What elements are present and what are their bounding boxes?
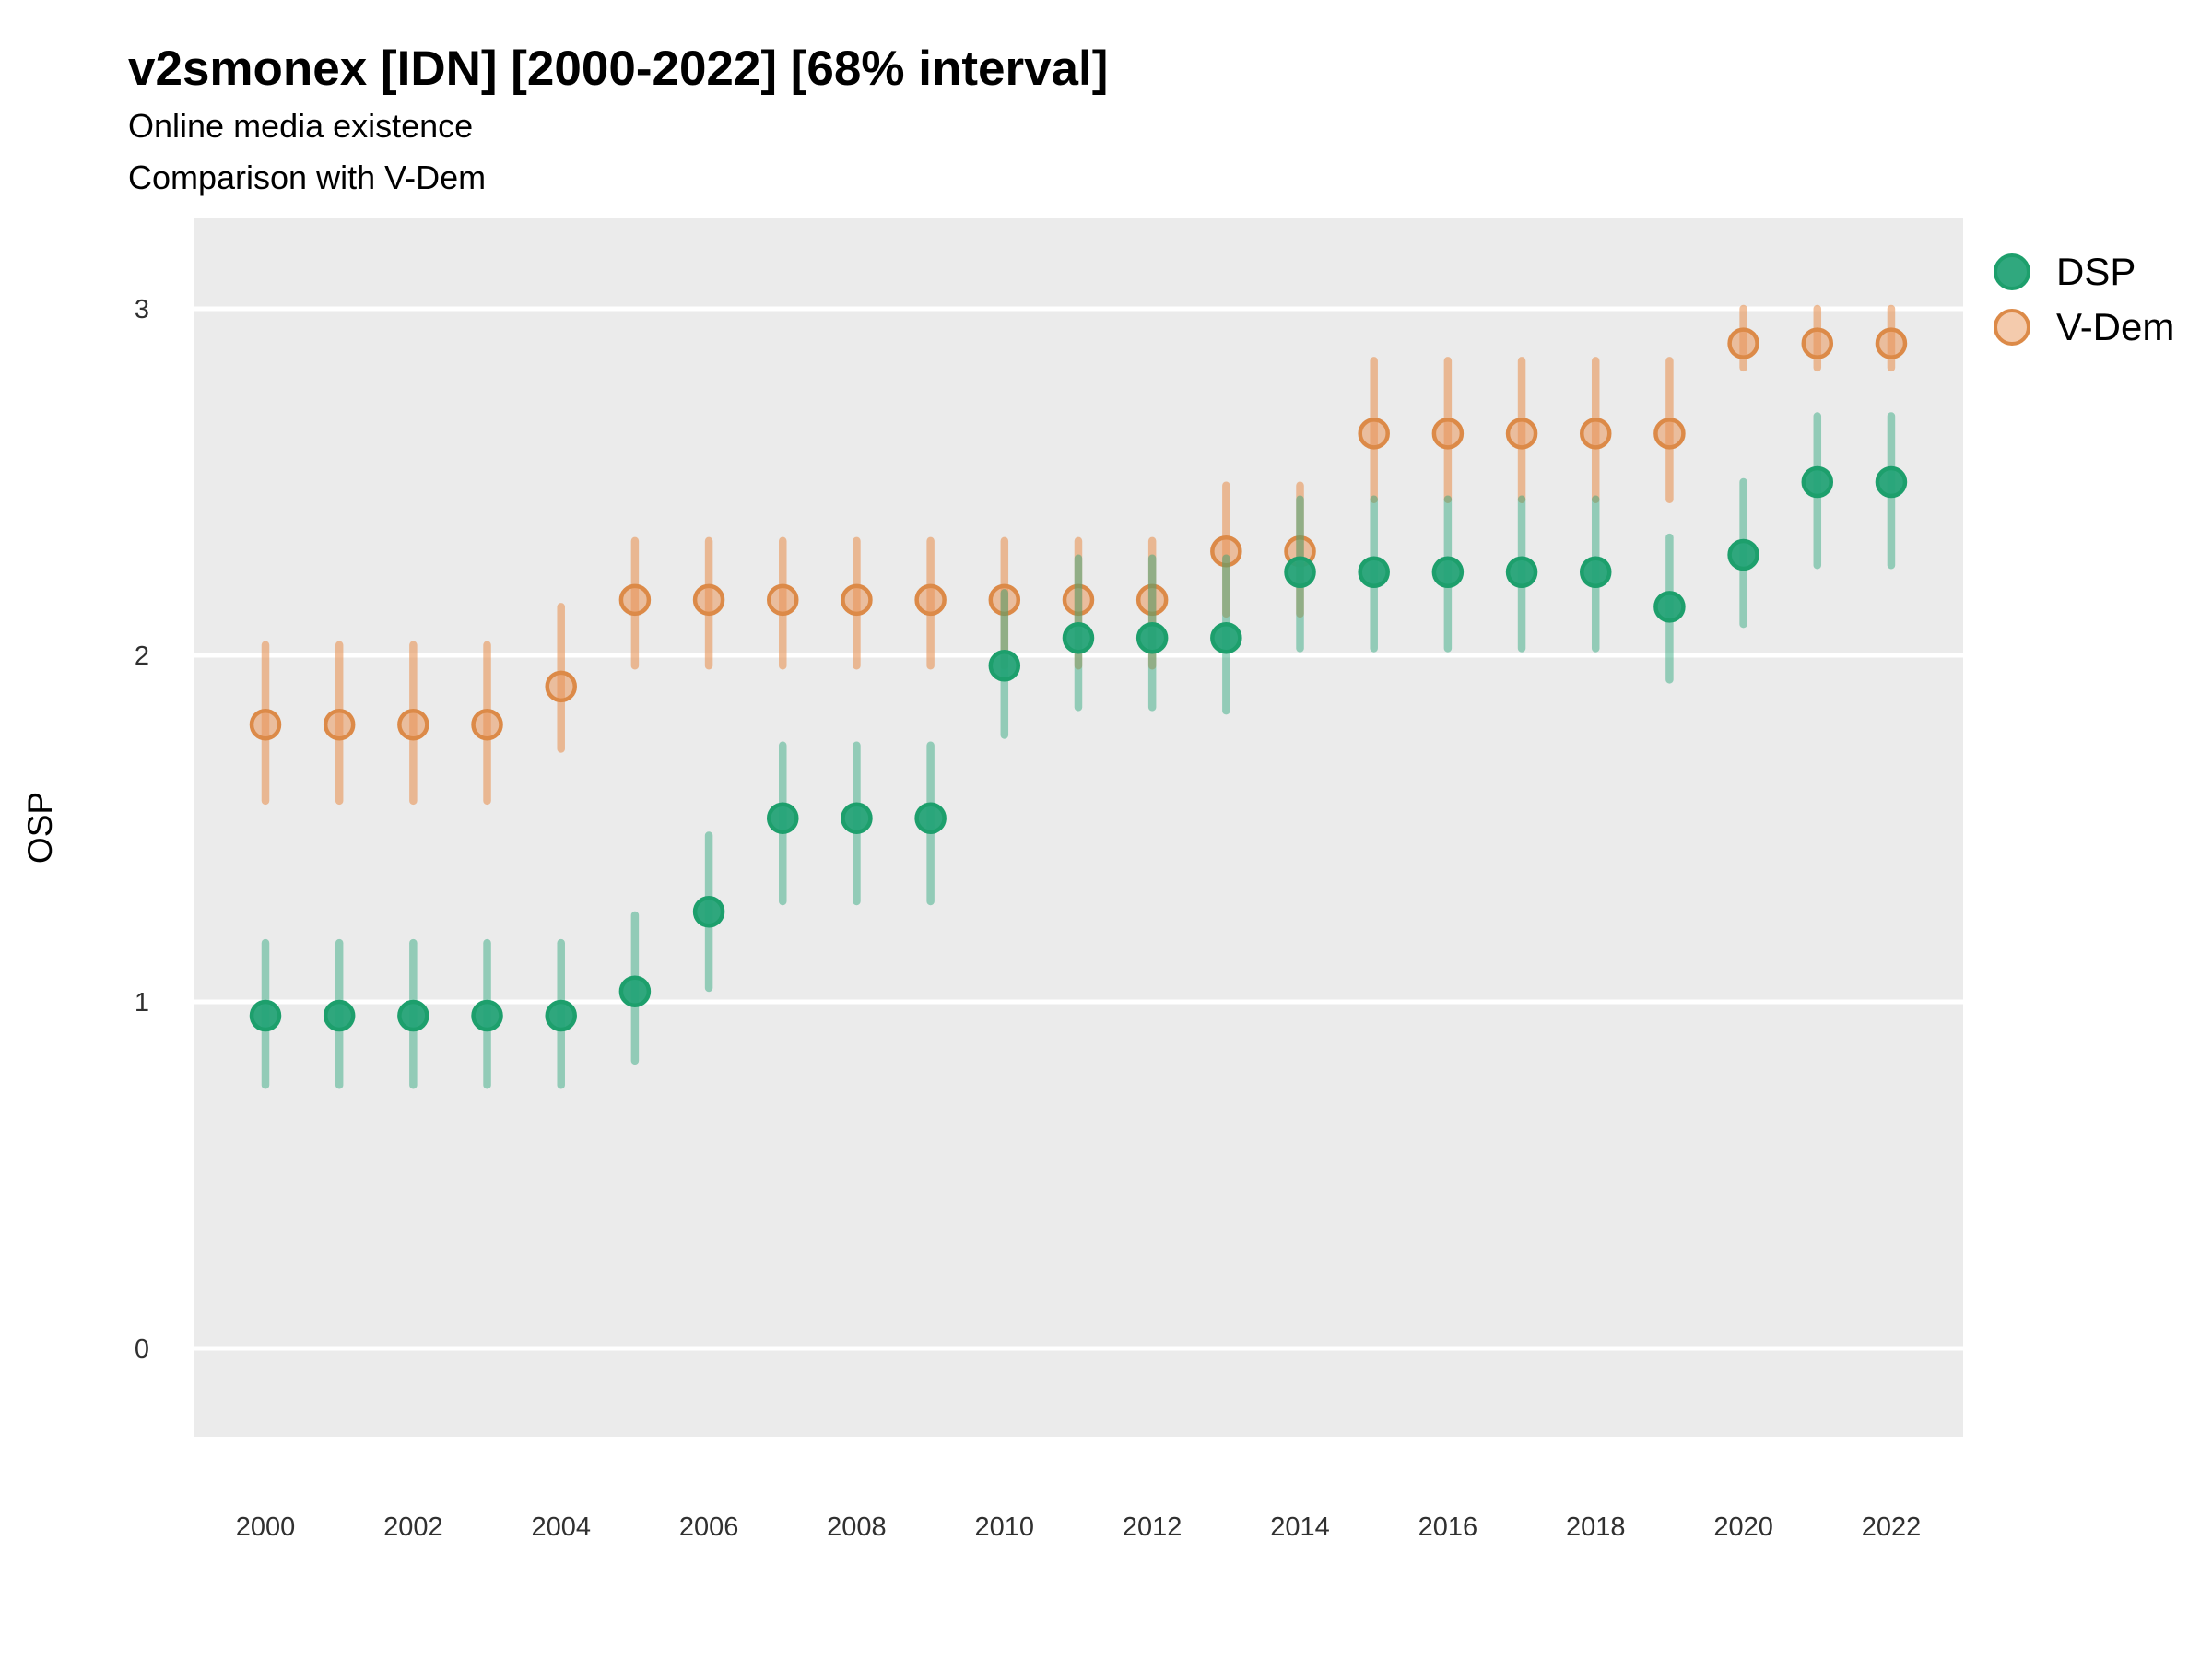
point-DSP-2001 xyxy=(323,999,356,1032)
point-DSP-2015 xyxy=(1358,556,1390,589)
x-tick-2008: 2008 xyxy=(827,1512,887,1542)
point-DSP-2012 xyxy=(1135,621,1169,654)
point-V-Dem-2012 xyxy=(1135,583,1169,617)
x-tick-2000: 2000 xyxy=(236,1512,296,1542)
point-V-Dem-2020 xyxy=(1727,327,1759,359)
point-V-Dem-2016 xyxy=(1431,418,1465,450)
y-tick-1: 1 xyxy=(135,988,149,1018)
point-V-Dem-2006 xyxy=(692,583,725,617)
point-V-Dem-2008 xyxy=(841,583,873,617)
legend-label-dsp: DSP xyxy=(2056,250,2136,293)
point-DSP-2020 xyxy=(1727,538,1759,571)
point-DSP-2008 xyxy=(841,802,873,834)
x-tick-2016: 2016 xyxy=(1418,1512,1478,1542)
point-DSP-2006 xyxy=(692,895,725,928)
point-V-Dem-2019 xyxy=(1653,418,1686,450)
legend-item-dsp: DSP xyxy=(1994,251,2174,293)
point-V-Dem-2009 xyxy=(914,583,947,617)
vdem-swatch-icon xyxy=(1994,309,2030,346)
x-tick-2020: 2020 xyxy=(1713,1512,1773,1542)
point-V-Dem-2005 xyxy=(618,583,652,617)
point-V-Dem-2013 xyxy=(1210,535,1242,568)
point-DSP-2007 xyxy=(767,802,799,834)
point-DSP-2009 xyxy=(914,802,947,834)
plot-area xyxy=(194,218,1963,1437)
point-DSP-2021 xyxy=(1801,465,1834,499)
x-tick-2014: 2014 xyxy=(1270,1512,1330,1542)
point-DSP-2019 xyxy=(1653,591,1686,623)
point-DSP-2013 xyxy=(1210,621,1242,654)
point-V-Dem-2011 xyxy=(1062,583,1095,617)
point-V-Dem-2001 xyxy=(323,708,356,741)
y-axis-title: OSP xyxy=(21,792,59,864)
y-tick-2: 2 xyxy=(135,641,149,671)
point-DSP-2000 xyxy=(249,999,282,1032)
point-DSP-2011 xyxy=(1062,621,1095,654)
chart-legend: DSP V-Dem xyxy=(1994,251,2174,348)
x-tick-2006: 2006 xyxy=(679,1512,739,1542)
point-DSP-2002 xyxy=(397,999,429,1032)
point-DSP-2003 xyxy=(471,999,503,1032)
x-tick-2018: 2018 xyxy=(1566,1512,1626,1542)
chart-subtitle-line1: Online media existence xyxy=(128,107,474,145)
y-tick-3: 3 xyxy=(135,295,149,324)
point-V-Dem-2017 xyxy=(1505,418,1538,450)
point-DSP-2010 xyxy=(988,650,1021,682)
y-tick-0: 0 xyxy=(135,1335,149,1364)
legend-label-vdem: V-Dem xyxy=(2056,305,2175,348)
x-tick-2012: 2012 xyxy=(1123,1512,1182,1542)
chart-subtitle-line2: Comparison with V-Dem xyxy=(128,159,487,196)
point-DSP-2014 xyxy=(1284,556,1316,589)
point-V-Dem-2004 xyxy=(545,670,577,703)
point-V-Dem-2007 xyxy=(767,583,799,617)
point-V-Dem-2003 xyxy=(471,708,503,741)
point-V-Dem-2000 xyxy=(249,708,282,741)
point-DSP-2017 xyxy=(1505,556,1538,589)
point-V-Dem-2010 xyxy=(988,583,1021,617)
point-V-Dem-2022 xyxy=(1875,327,1908,359)
x-tick-2002: 2002 xyxy=(383,1512,443,1542)
point-DSP-2018 xyxy=(1579,556,1612,589)
chart-title: v2smonex [IDN] [2000-2022] [68% interval… xyxy=(128,41,1109,96)
point-V-Dem-2015 xyxy=(1358,418,1390,450)
point-DSP-2016 xyxy=(1431,556,1465,589)
dsp-swatch-icon xyxy=(1994,253,2030,290)
x-tick-2022: 2022 xyxy=(1862,1512,1922,1542)
point-V-Dem-2018 xyxy=(1579,418,1612,450)
point-DSP-2022 xyxy=(1875,465,1908,499)
x-tick-2010: 2010 xyxy=(975,1512,1035,1542)
point-DSP-2005 xyxy=(618,975,652,1007)
point-V-Dem-2021 xyxy=(1801,327,1834,359)
point-DSP-2004 xyxy=(545,999,577,1032)
x-tick-2004: 2004 xyxy=(531,1512,591,1542)
legend-item-vdem: V-Dem xyxy=(1994,306,2174,348)
point-V-Dem-2002 xyxy=(397,708,429,741)
